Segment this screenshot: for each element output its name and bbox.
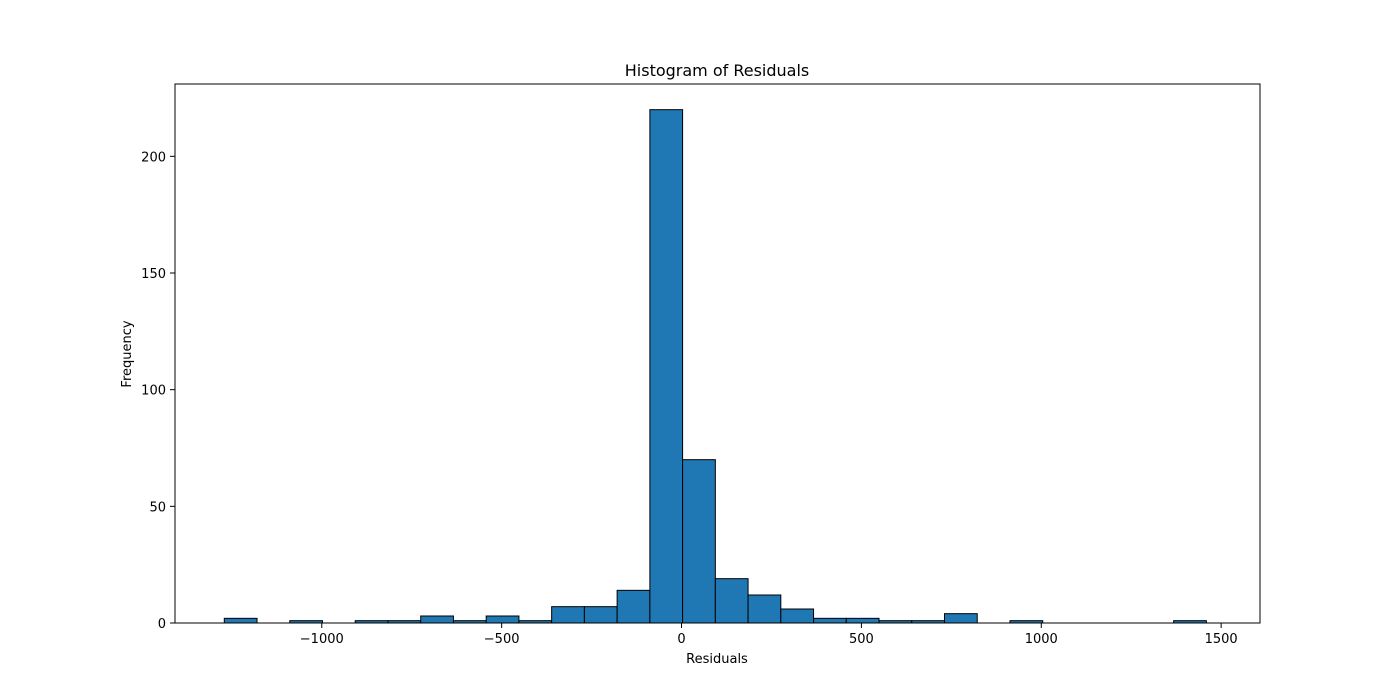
histogram-bar [944, 613, 978, 624]
histogram-bar [223, 617, 258, 624]
x-tick-label: 500 [849, 632, 874, 647]
histogram-bar [813, 617, 847, 624]
histogram-bar [682, 459, 716, 624]
y-axis: 0 50 100 150 200 [141, 150, 175, 632]
histogram-bar [714, 578, 749, 624]
x-axis-label: Residuals [686, 652, 748, 667]
histogram-bar [747, 594, 782, 624]
x-axis: −1000 −500 0 500 1000 1500 [300, 623, 1238, 647]
x-tick-label: −500 [484, 632, 520, 647]
histogram-bar [616, 589, 651, 624]
plot-area-frame [174, 83, 1261, 624]
y-tick-label: 100 [141, 384, 166, 399]
x-tick-label: 1500 [1205, 632, 1238, 647]
x-tick-label: 1000 [1025, 632, 1058, 647]
histogram-bar [583, 606, 618, 624]
histogram-bar [649, 109, 684, 624]
histogram-bar [485, 615, 520, 624]
histogram-bar [420, 615, 454, 624]
y-tick-label: 150 [141, 267, 166, 282]
chart-title: Histogram of Residuals [625, 61, 810, 80]
x-tick-label: 0 [677, 632, 685, 647]
y-tick-label: 0 [158, 617, 166, 632]
bars-group [223, 109, 1207, 624]
histogram-bar [780, 608, 815, 624]
histogram-bar [845, 617, 880, 624]
y-tick-label: 200 [141, 150, 166, 165]
histogram-bar [551, 606, 585, 624]
y-tick-label: 50 [149, 500, 166, 515]
y-axis-label: Frequency [120, 320, 135, 387]
x-tick-label: −1000 [300, 632, 344, 647]
